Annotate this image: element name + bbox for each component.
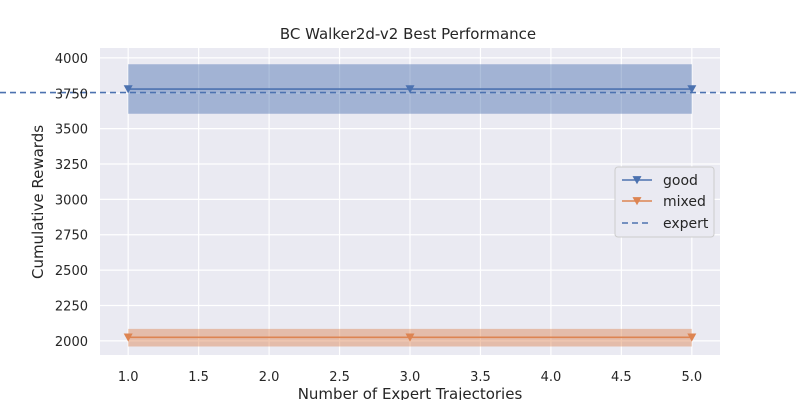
- point-good-2: [687, 85, 697, 94]
- y-tick-labels: 2000 2250 2500 2750 3000 3250 3500 3750 4000: [55, 52, 88, 350]
- y-tick-label-7: 3750: [55, 87, 88, 102]
- x-tick-label-6: 4.0: [541, 370, 562, 385]
- y-tick-label-0: 2000: [55, 335, 88, 350]
- point-mixed-2: [687, 333, 697, 342]
- legend-mixed-label: mixed: [663, 194, 706, 210]
- point-good-0: [123, 85, 133, 94]
- chart-title: BC Walker2d-v2 Best Performance: [280, 25, 536, 43]
- legend-mixed-marker: [632, 197, 642, 206]
- x-tick-label-7: 4.5: [611, 370, 632, 385]
- y-tick-label-1: 2250: [55, 299, 88, 314]
- x-tick-label-8: 5.0: [681, 370, 702, 385]
- x-tick-label-2: 2.0: [259, 370, 280, 385]
- legend-expert-label: expert: [663, 216, 709, 232]
- y-tick-label-2: 2500: [55, 264, 88, 279]
- x-tick-label-0: 1.0: [118, 370, 139, 385]
- legend-box: [614, 166, 715, 238]
- series-markers: [123, 85, 697, 342]
- y-tick-label-4: 3000: [55, 193, 88, 208]
- x-tick-label-4: 3.0: [400, 370, 421, 385]
- point-mixed-0: [123, 333, 133, 342]
- y-tick-label-8: 4000: [55, 52, 88, 67]
- y-axis-label: Cumulative Rewards: [29, 125, 47, 279]
- x-tick-label-1: 1.5: [188, 370, 209, 385]
- legend: good mixed expert: [614, 166, 715, 238]
- x-axis-label: Number of Expert Trajectories: [298, 385, 523, 400]
- legend-good-marker: [632, 176, 642, 185]
- x-tick-label-3: 2.5: [329, 370, 350, 385]
- x-tick-labels: 1.0 1.5 2.0 2.5 3.0 3.5 4.0 4.5 5.0: [118, 370, 702, 385]
- y-tick-label-6: 3500: [55, 123, 88, 138]
- y-tick-label-5: 3250: [55, 158, 88, 173]
- y-tick-label-3: 2750: [55, 229, 88, 244]
- point-mixed-1: [405, 333, 415, 342]
- legend-good-label: good: [663, 173, 698, 189]
- point-good-1: [405, 85, 415, 94]
- x-tick-label-5: 3.5: [470, 370, 491, 385]
